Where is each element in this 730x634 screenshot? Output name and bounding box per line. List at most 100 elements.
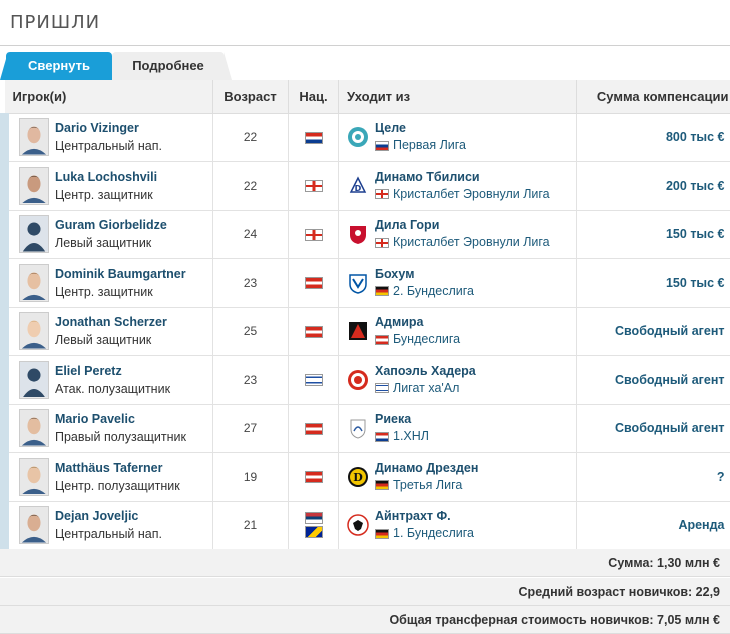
club-name-link[interactable]: Адмира — [375, 315, 424, 330]
player-name-link[interactable]: Dominik Baumgartner — [55, 266, 186, 281]
table-row: Dario Vizinger Центральный нап. 22 Целе Перв… — [0, 113, 730, 162]
tab-bar: Свернуть Подробнее — [0, 52, 730, 80]
nationality-flag-austria — [304, 471, 323, 484]
transfer-fee[interactable]: 150 тыс € — [576, 258, 730, 308]
transfers-table: Игрок(и) Возраст Нац. Уходит из Сумма ко… — [0, 80, 730, 550]
player-photo[interactable] — [19, 457, 49, 496]
player-age: 27 — [212, 404, 289, 453]
league-link[interactable]: Кристалбет Эровнули Лига — [393, 235, 550, 250]
club-crest-icon[interactable] — [347, 223, 369, 245]
league-link[interactable]: 1.ХНЛ — [393, 429, 429, 444]
tab-collapse[interactable]: Свернуть — [0, 52, 112, 80]
nationality-cell — [288, 161, 339, 211]
transfer-fee[interactable]: Аренда — [576, 501, 730, 550]
player-age: 22 — [212, 113, 289, 162]
club-crest-icon[interactable] — [347, 417, 369, 439]
col-header-from[interactable]: Уходит из — [338, 80, 577, 114]
table-header-row: Игрок(и) Возраст Нац. Уходит из Сумма ко… — [4, 80, 730, 114]
player-position: Левый защитник — [55, 236, 152, 251]
club-name-link[interactable]: Риека — [375, 412, 412, 427]
player-photo[interactable] — [19, 506, 49, 545]
col-header-fee[interactable]: Сумма компенсации — [576, 80, 730, 114]
section-header: ПРИШЛИ — [0, 0, 730, 46]
player-age: 23 — [212, 355, 289, 405]
league-link[interactable]: 1. Бундеслига — [393, 526, 474, 541]
nationality-flag-croatia — [304, 131, 323, 144]
player-cell: Luka Lochoshvili Центр. защитник — [0, 161, 213, 211]
table-row: Dejan Joveljic Центральный нап. 21 Айнтрахт… — [0, 501, 730, 550]
league-flag-croatia — [375, 431, 389, 442]
section-title: ПРИШЛИ — [10, 12, 101, 33]
player-photo[interactable] — [19, 409, 49, 448]
from-club-cell: Адмира Бундеслига — [338, 307, 577, 356]
league-flag-israel — [375, 383, 389, 394]
player-photo[interactable] — [19, 166, 49, 205]
player-name-link[interactable]: Luka Lochoshvili — [55, 169, 158, 184]
player-position: Центр. защитник — [55, 284, 153, 299]
transfer-fee[interactable]: ? — [576, 452, 730, 502]
player-age: 21 — [212, 501, 289, 550]
league-link[interactable]: Бундеслига — [393, 332, 461, 347]
league-link[interactable]: Кристалбет Эровнули Лига — [393, 186, 550, 201]
nationality-flag-bosnia — [304, 526, 323, 539]
club-crest-icon[interactable] — [347, 320, 369, 342]
player-name-link[interactable]: Eliel Peretz — [55, 363, 122, 378]
transfer-fee[interactable]: Свободный агент — [576, 355, 730, 405]
transfer-fee[interactable]: Свободный агент — [576, 404, 730, 453]
svg-text:D: D — [355, 184, 362, 193]
league-link[interactable]: 2. Бундеслига — [393, 283, 474, 298]
player-photo[interactable] — [19, 215, 49, 254]
col-header-player[interactable]: Игрок(и) — [4, 80, 213, 114]
transfer-fee[interactable]: Свободный агент — [576, 307, 730, 356]
player-photo[interactable] — [19, 118, 49, 157]
club-crest-icon[interactable]: D — [347, 175, 369, 197]
from-club-cell: Бохум 2. Бундеслига — [338, 258, 577, 308]
player-name-link[interactable]: Jonathan Scherzer — [55, 315, 167, 330]
player-position: Атак. полузащитник — [55, 381, 171, 396]
tab-details[interactable]: Подробнее — [112, 52, 232, 80]
player-name-link[interactable]: Matthäus Taferner — [55, 460, 163, 475]
col-header-age[interactable]: Возраст — [212, 80, 289, 114]
player-position: Центральный нап. — [55, 527, 162, 542]
player-photo[interactable] — [19, 263, 49, 302]
player-name-link[interactable]: Dejan Joveljic — [55, 509, 139, 524]
player-photo[interactable] — [19, 312, 49, 351]
league-link[interactable]: Третья Лига — [393, 477, 463, 492]
club-crest-icon[interactable]: D — [347, 466, 369, 488]
club-name-link[interactable]: Хапоэль Хадера — [375, 363, 476, 378]
player-cell: Guram Giorbelidze Левый защитник — [0, 210, 213, 259]
club-name-link[interactable]: Целе — [375, 121, 406, 136]
club-crest-icon[interactable] — [347, 369, 369, 391]
club-name-link[interactable]: Динамо Дрезден — [375, 460, 479, 475]
club-crest-icon[interactable] — [347, 514, 369, 536]
transfer-fee[interactable]: 200 тыс € — [576, 161, 730, 211]
nationality-flag-georgia — [304, 180, 323, 193]
from-club-cell: D Динамо Тбилиси Кристалбет Эровнули Лига — [338, 161, 577, 211]
player-name-link[interactable]: Dario Vizinger — [55, 121, 139, 136]
col-header-nationality[interactable]: Нац. — [288, 80, 339, 114]
player-age: 25 — [212, 307, 289, 356]
league-link[interactable]: Первая Лига — [393, 138, 467, 153]
player-photo[interactable] — [19, 360, 49, 399]
player-position: Левый защитник — [55, 333, 152, 348]
nationality-cell — [288, 452, 339, 502]
league-flag-georgia — [375, 189, 389, 200]
player-name-link[interactable]: Guram Giorbelidze — [55, 218, 167, 233]
club-crest-icon[interactable] — [347, 126, 369, 148]
club-name-link[interactable]: Бохум — [375, 266, 415, 281]
player-cell: Dominik Baumgartner Центр. защитник — [0, 258, 213, 308]
club-crest-icon[interactable] — [347, 272, 369, 294]
player-name-link[interactable]: Mario Pavelic — [55, 412, 135, 427]
club-name-link[interactable]: Дила Гори — [375, 218, 440, 233]
club-name-link[interactable]: Айнтрахт Ф. — [375, 509, 451, 524]
table-row: Luka Lochoshvili Центр. защитник 22 D Динамо… — [0, 161, 730, 211]
league-flag-slovenia — [375, 140, 389, 151]
league-link[interactable]: Лигат ха'Ал — [393, 380, 460, 395]
transfer-fee[interactable]: 800 тыс € — [576, 113, 730, 162]
from-club-cell: Риека 1.ХНЛ — [338, 404, 577, 453]
transfer-fee[interactable]: 150 тыс € — [576, 210, 730, 259]
club-name-link[interactable]: Динамо Тбилиси — [375, 169, 480, 184]
nationality-flag-austria — [304, 277, 323, 290]
from-club-cell: Дила Гори Кристалбет Эровнули Лига — [338, 210, 577, 259]
table-row: Dominik Baumgartner Центр. защитник 23 Боху… — [0, 258, 730, 308]
